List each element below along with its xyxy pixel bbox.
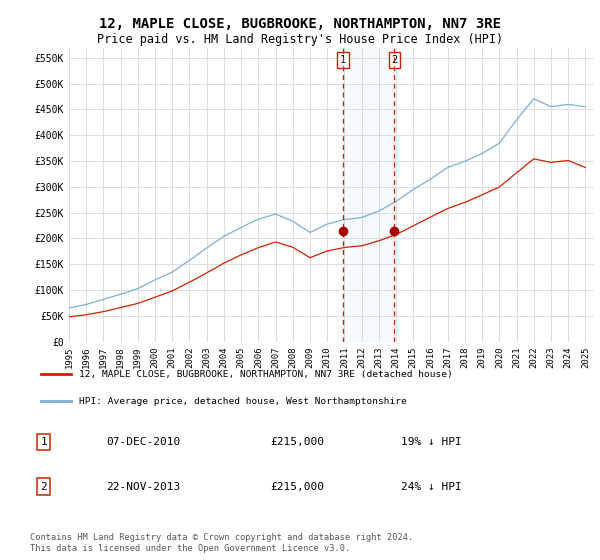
Text: 12, MAPLE CLOSE, BUGBROOKE, NORTHAMPTON, NN7 3RE: 12, MAPLE CLOSE, BUGBROOKE, NORTHAMPTON,…: [99, 17, 501, 31]
Text: Price paid vs. HM Land Registry's House Price Index (HPI): Price paid vs. HM Land Registry's House …: [97, 32, 503, 46]
Text: 07-DEC-2010: 07-DEC-2010: [106, 437, 181, 447]
Text: Contains HM Land Registry data © Crown copyright and database right 2024.
This d: Contains HM Land Registry data © Crown c…: [30, 533, 413, 553]
Text: 2: 2: [40, 482, 47, 492]
Text: £215,000: £215,000: [270, 437, 324, 447]
Text: £215,000: £215,000: [270, 482, 324, 492]
Text: 1: 1: [340, 55, 346, 65]
Text: HPI: Average price, detached house, West Northamptonshire: HPI: Average price, detached house, West…: [79, 397, 407, 406]
Text: 24% ↓ HPI: 24% ↓ HPI: [401, 482, 462, 492]
Text: 1: 1: [40, 437, 47, 447]
Text: 2: 2: [391, 55, 397, 65]
Bar: [343, 48, 394, 342]
Text: 19% ↓ HPI: 19% ↓ HPI: [401, 437, 462, 447]
Text: 12, MAPLE CLOSE, BUGBROOKE, NORTHAMPTON, NN7 3RE (detached house): 12, MAPLE CLOSE, BUGBROOKE, NORTHAMPTON,…: [79, 370, 453, 379]
Text: 22-NOV-2013: 22-NOV-2013: [106, 482, 181, 492]
